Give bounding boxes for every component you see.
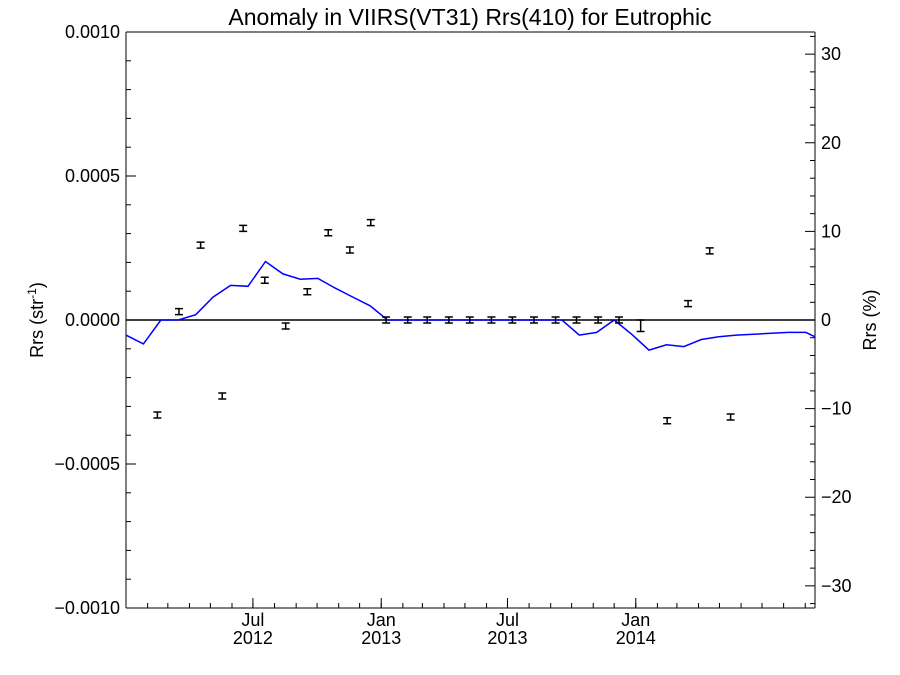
chart-title: Anomaly in VIIRS(VT31) Rrs(410) for Eutr… bbox=[228, 4, 711, 30]
error-bar-point bbox=[572, 316, 581, 324]
error-bar-point bbox=[303, 288, 312, 296]
error-bar-point bbox=[382, 316, 391, 324]
y-axis-left-label: Rrs (str-1) bbox=[25, 282, 47, 358]
y-left-tick-label: −0.0005 bbox=[54, 454, 120, 474]
anomaly-line bbox=[125, 260, 816, 351]
x-tick-label-month: Jul bbox=[496, 610, 519, 630]
x-tick-label-month: Jul bbox=[241, 610, 264, 630]
error-bar-point bbox=[487, 316, 496, 324]
error-bar-point bbox=[636, 319, 645, 333]
y-left-tick-label: 0.0005 bbox=[65, 166, 120, 186]
x-tick-label-month: Jan bbox=[621, 610, 650, 630]
error-bar-point bbox=[239, 224, 248, 233]
error-bar-point bbox=[551, 316, 560, 324]
error-bar-point bbox=[705, 247, 714, 255]
y-left-tick-label: 0.0010 bbox=[65, 22, 120, 42]
plot-area: 0.0010 0.0005 0.0000 −0.0005 −0.0010 30 20 10 0 −… bbox=[54, 22, 851, 648]
x-tick-label-year: 2013 bbox=[361, 628, 401, 648]
error-bar-point bbox=[423, 316, 432, 324]
y-right-tick-label: 20 bbox=[821, 133, 841, 153]
error-bar-point bbox=[175, 307, 183, 316]
y-left-tick-label: 0.0000 bbox=[65, 310, 120, 330]
error-bar-point bbox=[281, 322, 290, 330]
error-bar-point bbox=[615, 316, 624, 324]
x-tick-label-year: 2014 bbox=[616, 628, 656, 648]
error-bar-point bbox=[345, 246, 354, 254]
error-bar-point bbox=[366, 218, 375, 227]
y-axis-right-label: Rrs (%) bbox=[860, 290, 880, 351]
error-bar-point bbox=[508, 316, 517, 324]
y-right-tick-label: −10 bbox=[821, 399, 852, 419]
error-bar-point bbox=[260, 276, 269, 285]
error-bar-point bbox=[663, 417, 672, 425]
y-right-tick-label: −20 bbox=[821, 487, 852, 507]
y-left-tick-label: −0.0010 bbox=[54, 598, 120, 618]
y-right-tick-label: 10 bbox=[821, 221, 841, 241]
error-bar-point bbox=[529, 316, 538, 324]
error-bar-point bbox=[153, 411, 162, 419]
error-bar-point bbox=[403, 316, 412, 324]
error-bar-point bbox=[196, 241, 205, 249]
error-bar-point bbox=[218, 392, 227, 400]
x-tick-label-year: 2012 bbox=[233, 628, 273, 648]
error-bar-point bbox=[726, 413, 735, 421]
error-bar-point bbox=[324, 228, 333, 237]
y-right-tick-label: 0 bbox=[821, 310, 831, 330]
error-bar-point bbox=[444, 316, 453, 324]
error-bar-point bbox=[594, 316, 603, 324]
error-bar-point bbox=[684, 299, 693, 308]
y-right-tick-label: −30 bbox=[821, 576, 852, 596]
error-bar-point bbox=[465, 316, 474, 324]
x-tick-label-year: 2013 bbox=[487, 628, 527, 648]
x-tick-label-month: Jan bbox=[367, 610, 396, 630]
y-right-tick-label: 30 bbox=[821, 44, 841, 64]
